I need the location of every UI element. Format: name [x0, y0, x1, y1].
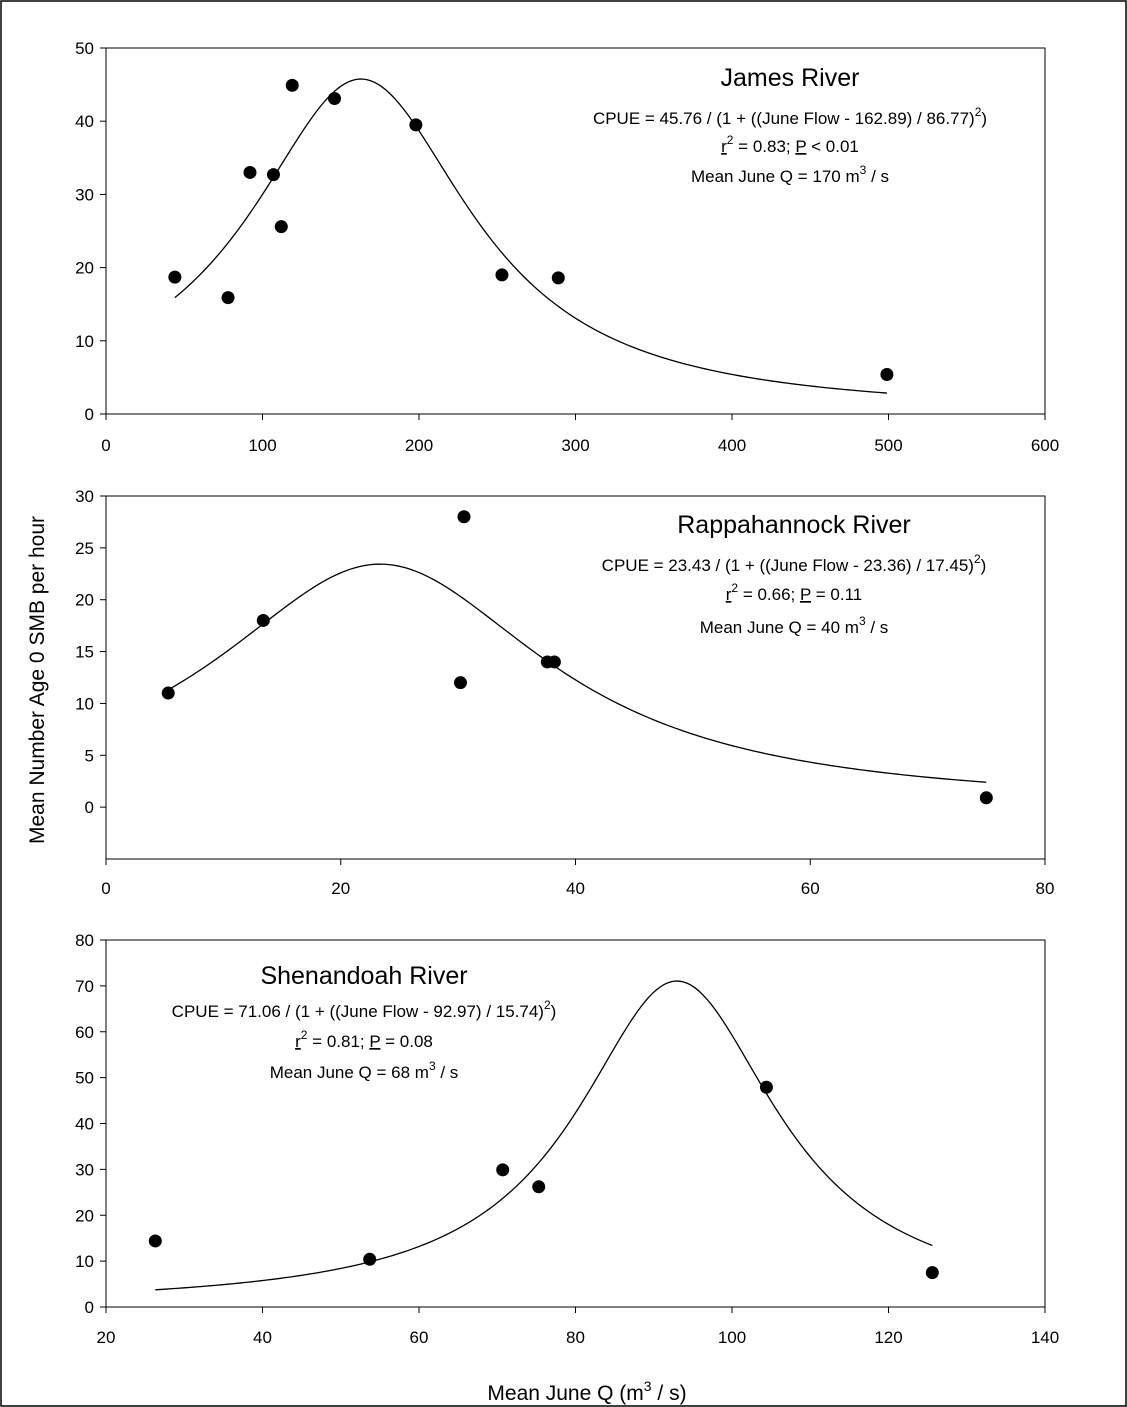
y-tick-label: 20 — [75, 1206, 94, 1225]
data-point — [532, 1180, 546, 1194]
x-tick-label: 40 — [253, 1328, 272, 1347]
fit-equation: CPUE = 45.76 / (1 + ((June Flow - 162.89… — [593, 105, 987, 128]
fit-stats: r2 = 0.83; P < 0.01 — [721, 133, 859, 156]
x-tick-label: 200 — [405, 436, 433, 455]
fit-equation: CPUE = 23.43 / (1 + ((June Flow - 23.36)… — [602, 552, 987, 575]
x-tick-label: 100 — [248, 436, 276, 455]
x-tick-label: 120 — [874, 1328, 902, 1347]
data-point — [409, 118, 423, 132]
y-tick-label: 0 — [85, 1298, 94, 1317]
y-tick-label: 5 — [85, 746, 94, 765]
x-tick-label: 80 — [1036, 879, 1055, 898]
x-tick-label: 20 — [331, 879, 350, 898]
y-tick-label: 30 — [75, 185, 94, 204]
y-tick-label: 10 — [75, 694, 94, 713]
x-tick-label: 80 — [566, 1328, 585, 1347]
x-tick-label: 60 — [410, 1328, 429, 1347]
x-tick-label: 140 — [1031, 1328, 1059, 1347]
x-tick-label: 0 — [101, 436, 110, 455]
y-tick-label: 20 — [75, 259, 94, 278]
x-tick-label: 400 — [718, 436, 746, 455]
x-tick-label: 20 — [97, 1328, 116, 1347]
data-point — [495, 268, 509, 282]
y-tick-label: 40 — [75, 1115, 94, 1134]
data-point — [327, 92, 341, 106]
data-point — [759, 1080, 773, 1094]
fit-curve — [174, 78, 887, 394]
mean-june-q: Mean June Q = 170 m3 / s — [691, 163, 889, 186]
fit-stats: r2 = 0.81; P = 0.08 — [295, 1028, 433, 1051]
fit-stats: r2 = 0.66; P = 0.11 — [726, 581, 863, 604]
data-point — [547, 655, 561, 669]
y-tick-label: 80 — [75, 931, 94, 950]
y-tick-label: 60 — [75, 1023, 94, 1042]
data-point — [161, 686, 175, 700]
y-tick-label: 10 — [75, 332, 94, 351]
y-tick-label: 30 — [75, 487, 94, 506]
fit-curve — [155, 980, 933, 1291]
data-point — [363, 1252, 377, 1266]
data-point — [925, 1266, 939, 1280]
panel-title: James River — [721, 64, 860, 92]
y-axis-label: Mean Number Age 0 SMB per hour — [26, 516, 49, 844]
data-point — [979, 791, 993, 805]
y-tick-label: 0 — [85, 405, 94, 424]
data-point — [221, 291, 235, 305]
mean-june-q: Mean June Q = 40 m3 / s — [700, 614, 889, 637]
data-point — [256, 613, 270, 627]
y-tick-label: 40 — [75, 112, 94, 131]
data-point — [457, 510, 471, 524]
y-tick-label: 30 — [75, 1160, 94, 1179]
y-tick-label: 10 — [75, 1252, 94, 1271]
data-point — [880, 367, 894, 381]
x-tick-label: 100 — [718, 1328, 746, 1347]
data-point — [496, 1163, 510, 1177]
data-point — [148, 1234, 162, 1248]
y-tick-label: 50 — [75, 39, 94, 58]
y-tick-label: 15 — [75, 643, 94, 662]
panel-shenandoah: 0 10 20 30 40 50 60 70 80 20 40 60 80 100 120 140 Shenan… — [75, 931, 1059, 1347]
mean-june-q: Mean June Q = 68 m3 / s — [270, 1059, 459, 1082]
x-axis-label: Mean June Q (m3 / s) — [487, 1378, 686, 1405]
panel-title: Shenandoah River — [260, 962, 467, 990]
data-point — [274, 220, 288, 234]
data-point — [266, 168, 280, 182]
x-tick-label: 600 — [1031, 436, 1059, 455]
panel-rappahannock: 0 5 10 15 20 25 30 0 20 40 60 80 Rappahannock River C… — [75, 487, 1054, 898]
panel-title: Rappahannock River — [677, 511, 910, 539]
y-tick-label: 50 — [75, 1069, 94, 1088]
y-tick-label: 20 — [75, 591, 94, 610]
data-point — [453, 676, 467, 690]
data-point — [168, 270, 182, 284]
data-point — [551, 271, 565, 285]
data-point — [243, 165, 257, 179]
x-tick-label: 40 — [566, 879, 585, 898]
x-tick-label: 500 — [874, 436, 902, 455]
y-tick-label: 25 — [75, 539, 94, 558]
y-tick-label: 0 — [85, 798, 94, 817]
x-tick-label: 300 — [561, 436, 589, 455]
fit-curve — [167, 563, 987, 783]
x-tick-label: 0 — [101, 879, 110, 898]
x-tick-label: 60 — [801, 879, 820, 898]
y-tick-label: 70 — [75, 977, 94, 996]
fit-equation: CPUE = 71.06 / (1 + ((June Flow - 92.97)… — [172, 998, 557, 1021]
data-point — [285, 78, 299, 92]
